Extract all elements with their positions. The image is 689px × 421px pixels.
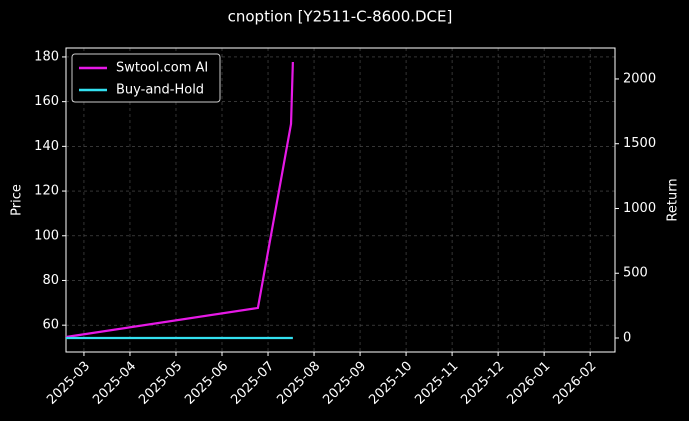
x-tick-label: 2025-03 [44, 359, 93, 408]
y2-tick-label: 0 [623, 331, 631, 346]
legend-box [71, 53, 221, 103]
x-tick-label: 2025-04 [90, 359, 139, 408]
y-tick-label: 60 [42, 318, 59, 333]
x-tick-label: 2025-05 [136, 359, 185, 408]
y-tick-label: 180 [34, 49, 59, 64]
legend: Swtool.com AI Buy-and-Hold [71, 53, 221, 103]
y2-tick-label: 1500 [623, 136, 656, 151]
x-tick-label: 2025-06 [182, 359, 231, 408]
x-tick-label: 2025-07 [228, 359, 277, 408]
x-tick-label: 2025-12 [458, 359, 507, 408]
x-tick-label: 2025-09 [320, 359, 369, 408]
y-tick-label: 120 [34, 184, 59, 199]
series-line [65, 61, 294, 339]
x-tick-label: 2025-08 [274, 359, 323, 408]
y2-axis-label: Return [666, 178, 681, 221]
legend-label: Swtool.com AI [116, 61, 208, 76]
y-tick-label: 160 [34, 94, 59, 109]
y2-tick-label: 2000 [623, 71, 656, 86]
x-tick-label: 2026-01 [504, 359, 553, 408]
plot-frame [65, 47, 616, 353]
x-tick-label: 2026-02 [550, 359, 599, 408]
y2-tick-label: 1000 [623, 201, 656, 216]
x-tick-label: 2025-11 [412, 359, 461, 408]
x-tick-label: 2025-10 [366, 359, 415, 408]
y-tick-label: 140 [34, 139, 59, 154]
y-axis-label: Price [10, 184, 25, 216]
chart-title: cnoption [Y2511-C-8600.DCE] [228, 8, 453, 26]
y-tick-label: 100 [34, 228, 59, 243]
y2-tick-label: 500 [623, 266, 648, 281]
legend-label: Buy-and-Hold [116, 83, 204, 98]
y-tick-label: 80 [42, 273, 59, 288]
